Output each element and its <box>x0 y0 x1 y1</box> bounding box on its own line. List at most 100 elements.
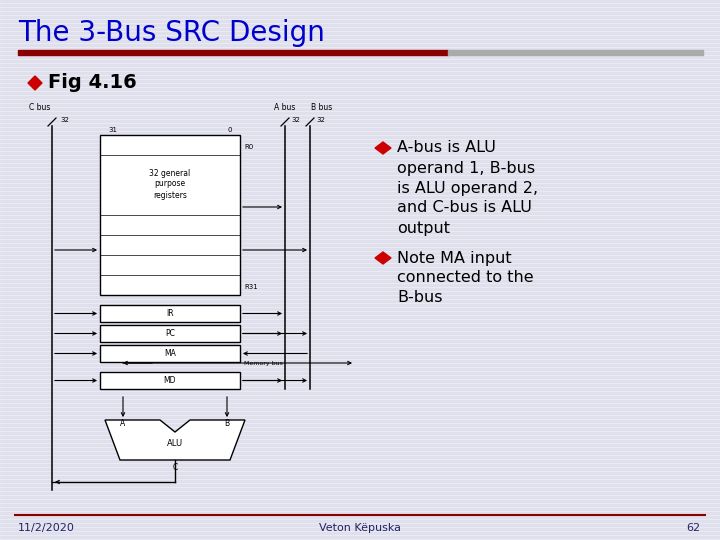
Text: and C-bus is ALU: and C-bus is ALU <box>397 200 532 215</box>
Polygon shape <box>105 420 245 460</box>
Bar <box>0 392 720 394</box>
Bar <box>0 288 720 290</box>
Bar <box>0 40 720 42</box>
Text: 32 general: 32 general <box>149 168 191 178</box>
Bar <box>0 428 720 430</box>
Bar <box>0 132 720 134</box>
Bar <box>0 72 720 74</box>
Bar <box>0 216 720 218</box>
Bar <box>0 24 720 26</box>
Bar <box>0 44 720 46</box>
Bar <box>0 480 720 482</box>
Bar <box>0 344 720 346</box>
Bar <box>0 240 720 242</box>
Bar <box>0 112 720 114</box>
Bar <box>0 208 720 210</box>
Bar <box>100 372 240 389</box>
Text: 31: 31 <box>108 127 117 133</box>
Bar <box>0 524 720 526</box>
Bar <box>0 496 720 498</box>
Bar <box>0 396 720 398</box>
Bar <box>0 188 720 190</box>
Bar <box>0 380 720 382</box>
Text: Memory bus: Memory bus <box>244 361 283 366</box>
Bar <box>0 460 720 462</box>
Bar <box>0 264 720 266</box>
Bar <box>0 96 720 98</box>
Bar <box>0 92 720 94</box>
Bar <box>0 0 720 2</box>
Bar <box>0 36 720 38</box>
Bar <box>100 135 240 295</box>
Bar <box>0 248 720 250</box>
Text: ALU: ALU <box>167 440 183 449</box>
Text: Note MA input: Note MA input <box>397 251 512 266</box>
Text: 62: 62 <box>686 523 700 533</box>
Text: IR: IR <box>166 309 174 318</box>
Text: C bus: C bus <box>30 104 50 112</box>
Bar <box>0 292 720 294</box>
Bar <box>0 432 720 434</box>
Text: A bus: A bus <box>274 104 296 112</box>
Bar <box>0 372 720 374</box>
Bar <box>0 420 720 422</box>
Bar <box>0 116 720 118</box>
Bar <box>0 300 720 302</box>
Bar <box>0 164 720 166</box>
Text: Veton Këpuska: Veton Këpuska <box>319 523 401 533</box>
Bar <box>0 500 720 502</box>
Bar <box>0 4 720 6</box>
Bar <box>0 508 720 510</box>
Bar <box>0 108 720 110</box>
Text: B-bus: B-bus <box>397 291 443 306</box>
Polygon shape <box>375 142 391 154</box>
Bar <box>0 328 720 330</box>
Bar <box>18 50 448 55</box>
Bar <box>0 68 720 70</box>
Bar <box>448 50 703 55</box>
Bar <box>0 272 720 274</box>
Bar <box>0 400 720 402</box>
Bar <box>0 348 720 350</box>
Text: registers: registers <box>153 191 187 199</box>
Bar <box>0 100 720 102</box>
Bar <box>0 332 720 334</box>
Bar <box>0 244 720 246</box>
Bar <box>0 280 720 282</box>
Bar <box>0 28 720 30</box>
Bar <box>0 220 720 222</box>
Bar <box>0 88 720 90</box>
Bar <box>0 436 720 438</box>
Bar <box>0 416 720 418</box>
Bar <box>100 325 240 342</box>
Text: B: B <box>225 420 230 429</box>
Bar <box>0 424 720 426</box>
Text: MD: MD <box>163 376 176 385</box>
Bar <box>0 488 720 490</box>
Bar <box>0 64 720 66</box>
Bar <box>0 444 720 446</box>
Bar <box>0 12 720 14</box>
Bar <box>0 128 720 130</box>
Text: PC: PC <box>165 329 175 338</box>
Bar <box>0 452 720 454</box>
Text: 0: 0 <box>228 127 232 133</box>
Bar <box>0 184 720 186</box>
Bar <box>0 268 720 270</box>
Bar <box>0 260 720 262</box>
Bar <box>0 312 720 314</box>
Bar <box>0 308 720 310</box>
Bar <box>0 528 720 530</box>
Bar <box>0 32 720 34</box>
Bar <box>0 448 720 450</box>
Bar <box>0 60 720 62</box>
Bar <box>0 232 720 234</box>
Bar <box>0 192 720 194</box>
Bar <box>0 84 720 86</box>
Bar <box>0 180 720 182</box>
Bar <box>0 8 720 10</box>
Bar <box>0 336 720 338</box>
Bar <box>0 296 720 298</box>
Bar <box>0 148 720 150</box>
Bar <box>0 172 720 174</box>
